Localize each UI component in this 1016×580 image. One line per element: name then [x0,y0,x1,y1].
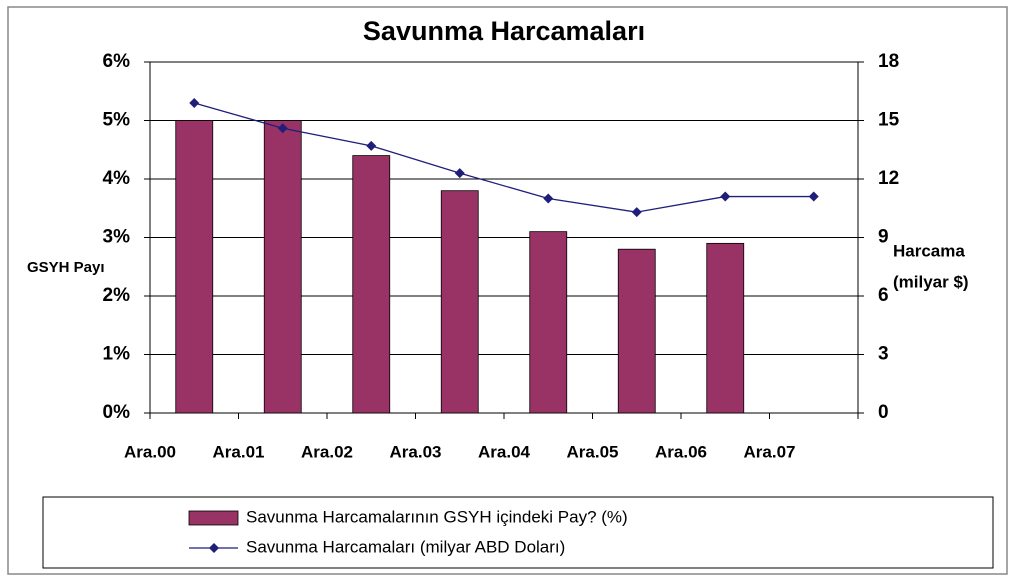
marker [366,140,377,151]
y-axis-label: GSYH Payı [27,259,105,276]
y2-tick-label: 0 [878,402,889,423]
marker [189,97,200,108]
y2-axis-label: Harcama [893,241,965,260]
y-tick-label: 0% [103,402,131,423]
y-tick-label: 5% [103,110,131,131]
legend-label: Savunma Harcamaları (milyar ABD Doları) [246,537,565,556]
marker [631,207,642,218]
legend-label: Savunma Harcamalarının GSYH içindeki Pay… [246,507,628,526]
y-tick-label: 4% [103,168,131,189]
bar [263,120,302,414]
y-tick-label: 1% [103,344,131,365]
x-tick-label: Ara.05 [567,442,619,461]
x-tick-label: Ara.01 [213,442,265,461]
marker [277,123,288,134]
y2-axis-label: (milyar $) [893,272,969,291]
chart-title: Savunma Harcamaları [363,16,645,46]
bar [706,242,745,414]
y-tick-label: 6% [103,51,131,72]
line [194,102,814,213]
bar [175,120,214,414]
x-tick-label: Ara.07 [744,442,796,461]
legend-swatch [188,510,239,526]
marker [720,191,731,202]
bar [440,190,479,414]
y2-tick-label: 6 [878,285,889,306]
bar [617,248,656,414]
y2-tick-label: 18 [878,51,899,72]
legend-box [42,496,994,569]
marker [808,191,819,202]
y-tick-label: 2% [103,285,131,306]
bar [352,155,391,414]
x-tick-label: Ara.02 [301,442,353,461]
x-tick-label: Ara.00 [124,442,176,461]
marker [454,168,465,179]
bar [529,231,568,414]
marker [543,193,554,204]
y2-tick-label: 9 [878,227,889,248]
y2-tick-label: 3 [878,344,889,365]
y2-tick-label: 12 [878,168,899,189]
y2-tick-label: 15 [878,110,900,131]
x-tick-label: Ara.04 [478,442,531,461]
x-tick-label: Ara.03 [390,442,442,461]
x-tick-label: Ara.06 [655,442,707,461]
legend-marker [209,543,219,553]
y-tick-label: 3% [103,227,131,248]
chart-frame [7,6,1008,575]
